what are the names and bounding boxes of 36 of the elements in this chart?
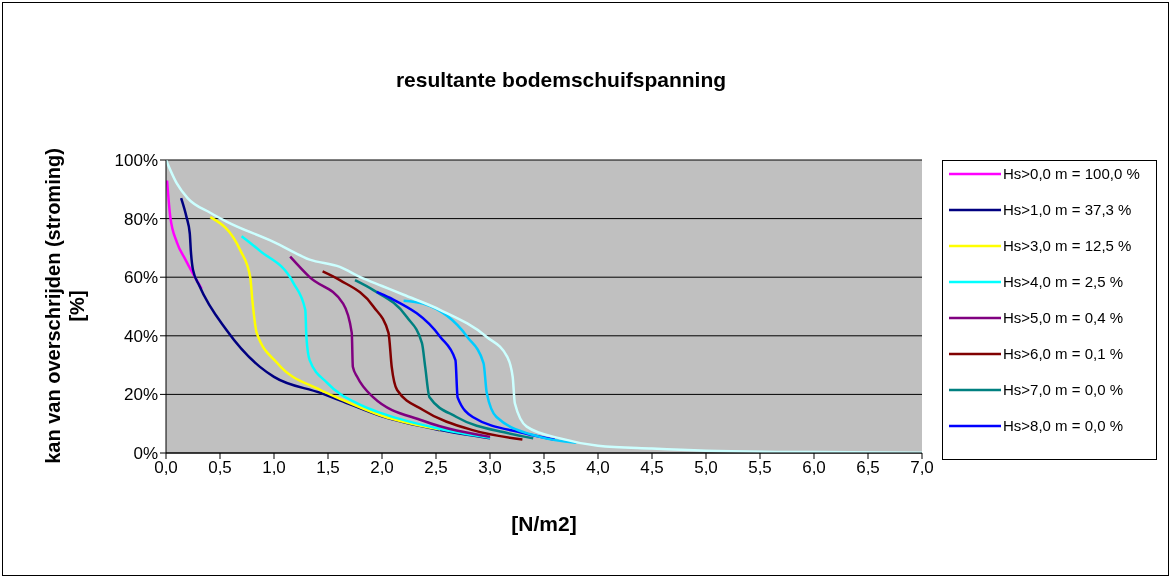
- x-tick-label: 2,0: [370, 458, 394, 478]
- legend-label: Hs>6,0 m = 0,1 %: [1003, 345, 1124, 362]
- x-tick-label: 0,0: [154, 458, 178, 478]
- x-tick-label: 6,5: [856, 458, 880, 478]
- legend-label: Hs>1,0 m = 37,3 %: [1003, 201, 1132, 218]
- legend-label: Hs>8,0 m = 0,0 %: [1003, 417, 1124, 434]
- x-tick-label: 4,5: [640, 458, 664, 478]
- x-tick-label: 5,0: [694, 458, 718, 478]
- legend-label: Hs>7,0 m = 0,0 %: [1003, 381, 1124, 398]
- line-series: [240, 234, 492, 440]
- x-tick-label: 2,5: [424, 458, 448, 478]
- x-tick-label: 3,5: [532, 458, 556, 478]
- x-tick-label: 7,0: [910, 458, 934, 478]
- line-series: [209, 215, 442, 431]
- x-tick-label: 6,0: [802, 458, 826, 478]
- x-tick-label: 1,0: [262, 458, 286, 478]
- legend-label: Hs>0,0 m = 100,0 %: [1003, 165, 1140, 182]
- y-tick-label: 100%: [114, 151, 158, 171]
- x-tick-label: 4,0: [586, 458, 610, 478]
- line-series: [353, 278, 535, 440]
- legend-label: Hs>4,0 m = 2,5 %: [1003, 273, 1124, 290]
- y-tick-label: 60%: [123, 268, 158, 288]
- x-axis-title: [N/m2]: [510, 512, 578, 536]
- legend-label: Hs>3,0 m = 12,5 %: [1003, 237, 1132, 254]
- y-tick-label: 20%: [123, 385, 158, 405]
- x-tick-label: 1,5: [316, 458, 340, 478]
- line-series: [288, 255, 492, 439]
- chart-title: resultante bodemschuifspanning: [394, 68, 728, 92]
- x-tick-label: 0,5: [208, 458, 232, 478]
- y-tick-label: 40%: [123, 326, 158, 346]
- x-tick-label: 5,5: [748, 458, 772, 478]
- legend-label: Hs>5,0 m = 0,4 %: [1003, 309, 1124, 326]
- line-series: [321, 270, 524, 441]
- y-tick-label: 80%: [123, 209, 158, 229]
- y-axis-title: kan van overschrijden (stroming) [%]: [41, 147, 89, 466]
- x-tick-label: 3,0: [478, 458, 502, 478]
